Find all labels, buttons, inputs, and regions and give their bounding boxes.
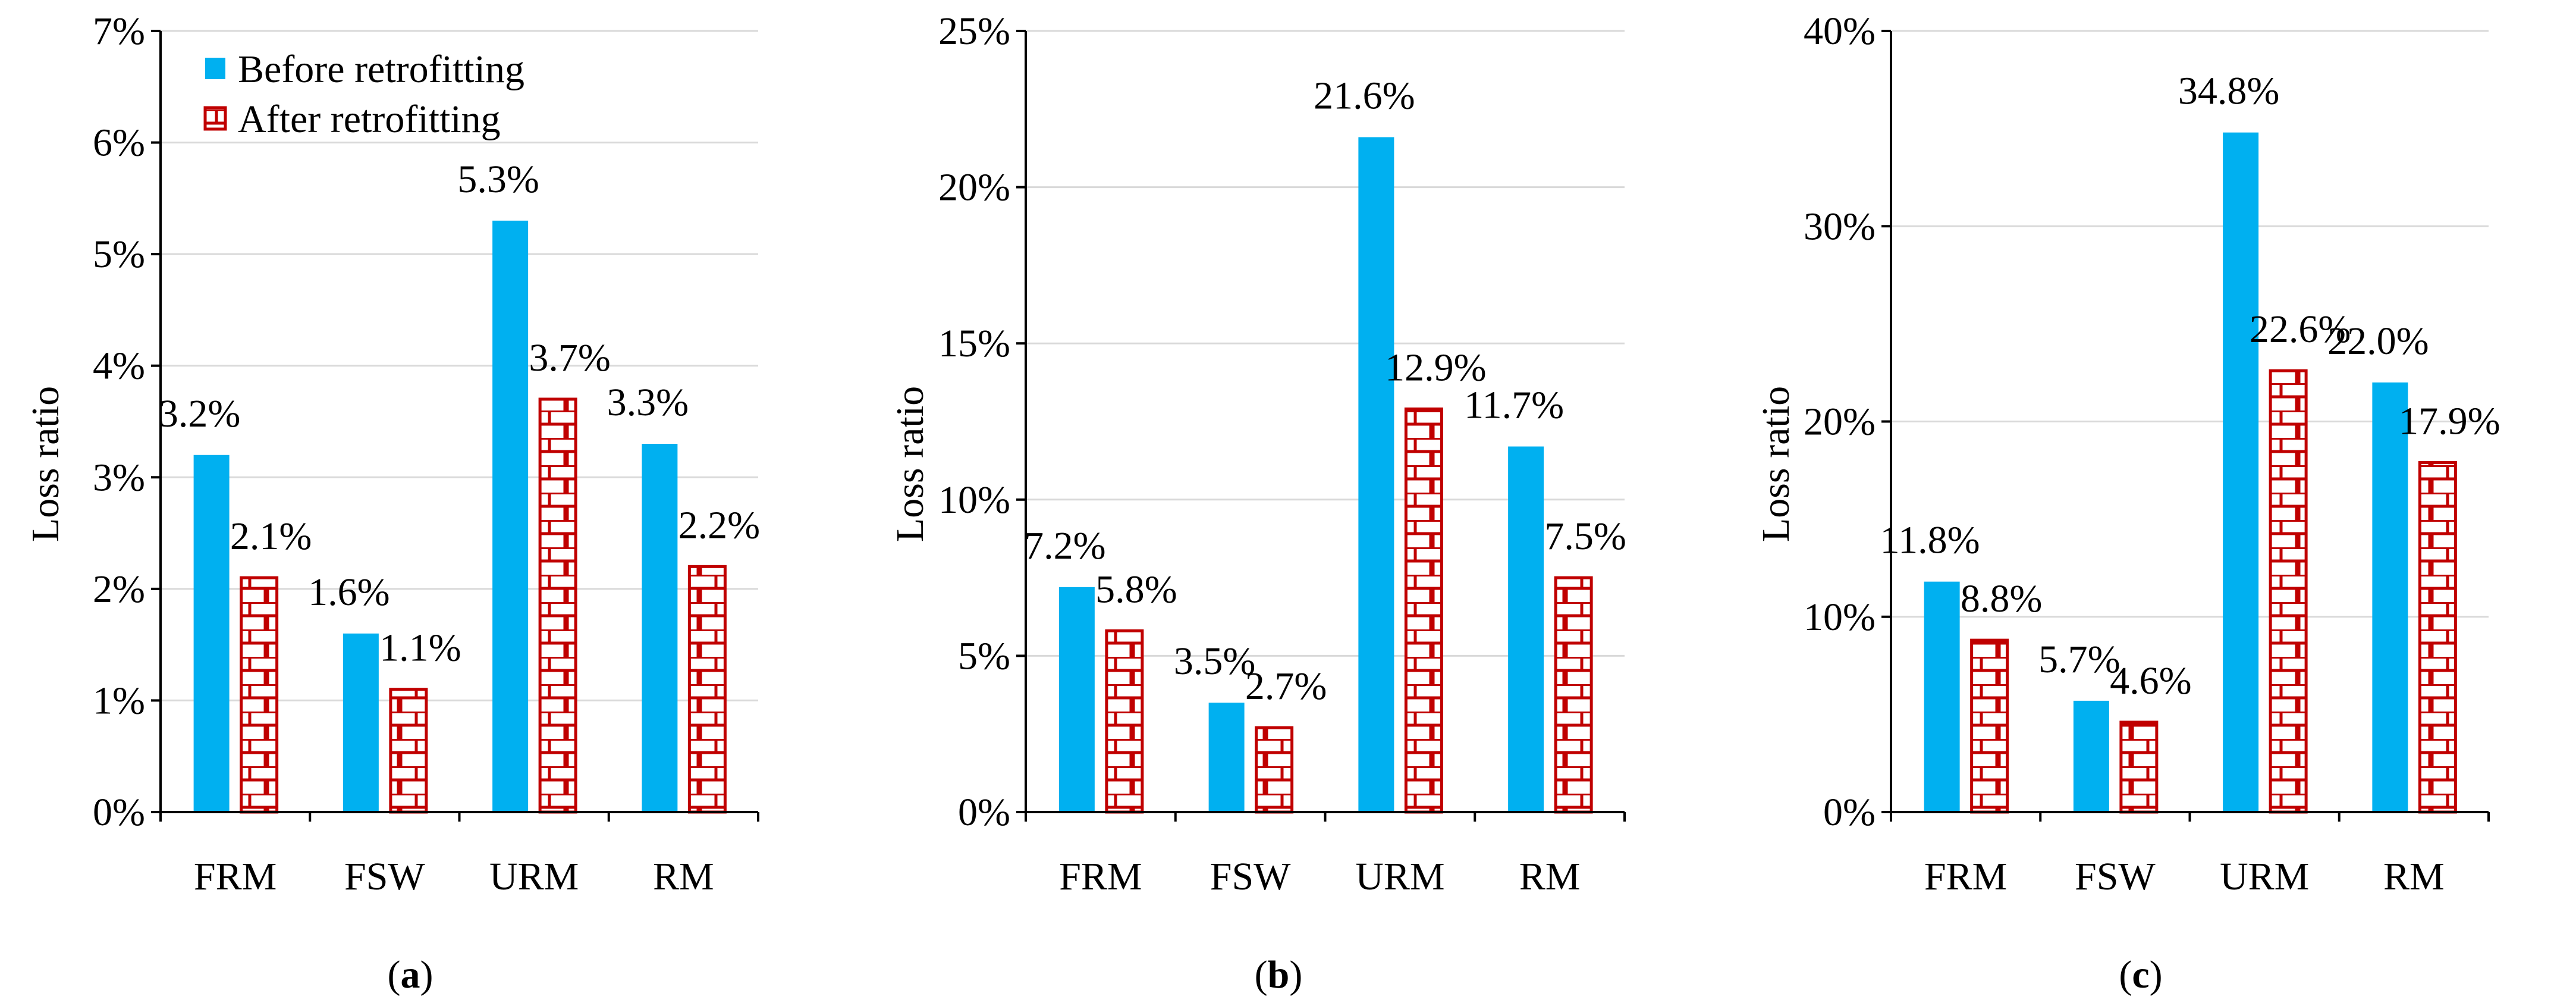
bar-before	[1208, 703, 1245, 812]
y-tick-label: 25%	[938, 10, 1010, 53]
chart-panel-c: Loss ratio 0% 10% 20% 30% 40% FRM 11.8% 8.8% FSW…	[1754, 10, 2500, 996]
x-category-label: URM	[2220, 855, 2309, 898]
data-label-before: 3.5%	[1174, 640, 1255, 683]
data-label-after: 12.9%	[1385, 346, 1486, 389]
x-category-label: FSW	[2075, 855, 2156, 898]
data-label-before: 11.8%	[1880, 519, 1980, 562]
data-label-after: 22.6%	[2250, 308, 2351, 351]
data-label-before: 3.2%	[159, 392, 240, 435]
data-label-before: 3.3%	[607, 381, 689, 424]
y-axis-title-c: Loss ratio	[1754, 386, 1798, 542]
data-label-after: 5.8%	[1095, 568, 1177, 611]
x-category-label: FRM	[194, 855, 277, 898]
data-label-before: 5.7%	[2038, 638, 2120, 681]
data-label-before: 1.6%	[308, 571, 389, 614]
data-label-before: 21.6%	[1314, 74, 1415, 118]
bar-before	[1508, 446, 1544, 812]
bar-before	[642, 444, 678, 812]
y-tick-label: 2%	[93, 568, 145, 611]
bar-after	[2119, 720, 2159, 814]
bar-after	[1554, 576, 1593, 814]
data-label-after: 4.6%	[2110, 659, 2191, 703]
y-tick-label: 5%	[93, 233, 145, 276]
x-category-label: RM	[2383, 855, 2445, 898]
x-category-label: FRM	[1924, 855, 2007, 898]
bar-after	[687, 565, 727, 814]
panel-label-b: (b)	[1255, 953, 1303, 996]
y-tick-label: 0%	[958, 791, 1010, 834]
data-label-after: 8.8%	[1961, 577, 2042, 620]
legend-swatch-before	[205, 58, 225, 79]
x-category-label: RM	[1519, 855, 1581, 898]
y-tick-label: 3%	[93, 456, 145, 499]
y-tick-label: 10%	[1804, 596, 1876, 639]
data-label-after: 17.9%	[2399, 399, 2500, 443]
chart-panel-a: Loss ratio 0% 1% 2% 3% 4% 5% 6% 7% FRM 3.2% 2.1% FS…	[24, 10, 760, 996]
data-label-before: 7.2%	[1024, 524, 1105, 568]
bar-after	[2418, 460, 2457, 814]
y-tick-label: 40%	[1804, 10, 1876, 53]
legend-swatch-after	[203, 106, 227, 131]
y-tick-label: 15%	[938, 322, 1010, 365]
y-tick-label: 30%	[1804, 205, 1876, 248]
y-tick-label: 4%	[93, 344, 145, 388]
y-axis-title-a: Loss ratio	[24, 386, 67, 542]
bar-after	[2269, 369, 2308, 814]
bar-before	[1058, 587, 1095, 812]
panel-label-a: (a)	[388, 953, 433, 996]
chart-panel-b: Loss ratio 0% 5% 10% 15% 20% 25% FRM 7.2%5.8% FS…	[888, 10, 1626, 996]
data-label-before: 5.3%	[457, 158, 539, 201]
x-category-label: FSW	[344, 855, 425, 898]
bar-before	[492, 220, 529, 812]
bar-after	[1970, 638, 2009, 814]
plot-area-a: 0% 1% 2% 3% 4% 5% 6% 7% FRM 3.2% 2.1% FSW 1.6% 1.1% UR…	[93, 10, 760, 898]
bar-before	[2223, 132, 2259, 813]
data-label-before: 22.0%	[2327, 319, 2429, 363]
bar-before	[1924, 581, 1960, 812]
y-tick-label: 0%	[93, 791, 145, 834]
y-tick-label: 1%	[93, 679, 145, 722]
plot-area-b: 0% 5% 10% 15% 20% 25% FRM 7.2%5.8% FSW 3.5%2.7% UR…	[938, 10, 1626, 898]
bar-before	[1358, 137, 1394, 812]
bar-after	[240, 576, 279, 814]
legend: Before retrofitting After retrofitting	[203, 48, 524, 141]
panel-label-c: (c)	[2119, 953, 2162, 996]
bar-after	[1255, 726, 1294, 814]
bar-after	[1105, 629, 1144, 814]
data-label-after: 2.7%	[1245, 665, 1327, 708]
x-category-label: FSW	[1210, 855, 1291, 898]
y-tick-label: 6%	[93, 121, 145, 165]
y-axis-title-b: Loss ratio	[888, 386, 932, 542]
x-category-label: URM	[489, 855, 579, 898]
bar-before	[343, 633, 379, 812]
y-tick-label: 20%	[1804, 400, 1876, 444]
bar-before	[2372, 382, 2408, 812]
data-label-after: 2.2%	[678, 503, 760, 547]
x-category-label: RM	[653, 855, 714, 898]
data-label-after: 2.1%	[230, 515, 312, 558]
data-label-before: 34.8%	[2178, 70, 2279, 113]
data-label-before: 11.7%	[1464, 384, 1564, 427]
y-tick-label: 5%	[958, 634, 1010, 678]
y-tick-label: 0%	[1823, 791, 1876, 834]
plot-area-c: 0% 10% 20% 30% 40% FRM 11.8% 8.8% FSW 5.7%4.6% URM…	[1804, 10, 2500, 898]
legend-label-after: After retrofitting	[238, 98, 501, 141]
bar-before	[2073, 700, 2109, 812]
legend-label-before: Before retrofitting	[238, 48, 524, 91]
y-tick-label: 20%	[938, 166, 1010, 209]
x-category-label: URM	[1355, 855, 1444, 898]
y-tick-label: 7%	[93, 10, 145, 53]
bar-after	[389, 688, 428, 814]
data-label-after: 3.7%	[529, 336, 610, 380]
bar-after	[538, 397, 577, 814]
bar-before	[193, 455, 230, 812]
y-tick-label: 10%	[938, 478, 1010, 522]
bar-after	[1404, 407, 1443, 814]
data-label-after: 1.1%	[379, 626, 461, 670]
x-category-label: FRM	[1059, 855, 1142, 898]
data-label-after: 7.5%	[1544, 515, 1626, 558]
